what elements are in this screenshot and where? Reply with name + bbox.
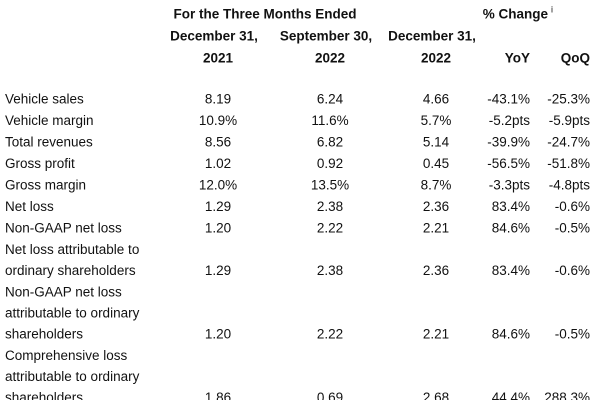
period-year: 2022	[315, 51, 345, 66]
cell: 2.22	[317, 327, 343, 342]
row-label: attributable to ordinary	[5, 369, 140, 384]
cell: 5.7%	[421, 113, 452, 128]
cell: 0.69	[317, 390, 343, 400]
change-column: YoY	[505, 51, 530, 66]
cell: 2.38	[317, 263, 343, 278]
cell: 2.22	[317, 221, 343, 236]
cell: -4.8pts	[549, 178, 591, 193]
cell: 13.5%	[311, 178, 349, 193]
cell: 10.9%	[199, 113, 237, 128]
row-label: Non-GAAP net loss	[5, 285, 122, 300]
cell: 8.7%	[421, 178, 452, 193]
cell: 0.92	[317, 156, 343, 171]
period-date: December 31,	[170, 29, 258, 44]
row-label: shareholders	[5, 327, 83, 342]
change-title: % Change	[483, 7, 549, 22]
cell: -24.7%	[547, 135, 590, 150]
cell: 2.21	[423, 327, 449, 342]
cell: 83.4%	[492, 263, 530, 278]
cell: -0.5%	[555, 327, 590, 342]
row-label: Gross profit	[5, 156, 75, 171]
row-label: Vehicle margin	[5, 113, 94, 128]
cell: 5.14	[423, 135, 450, 150]
row-label: Net loss	[5, 199, 54, 214]
cell: 83.4%	[492, 199, 530, 214]
cell: 1.29	[205, 199, 231, 214]
cell: -3.3pts	[489, 178, 531, 193]
cell: 1.86	[205, 390, 231, 400]
cell: -0.6%	[555, 199, 590, 214]
cell: 6.24	[317, 92, 344, 107]
row-label: Net loss attributable to	[5, 242, 139, 257]
cell: 4.66	[423, 92, 449, 107]
period-year: 2021	[203, 51, 234, 66]
cell: 44.4%	[492, 390, 530, 400]
row-label: Vehicle sales	[5, 92, 84, 107]
cell: 1.20	[205, 221, 231, 236]
cell: 12.0%	[199, 178, 237, 193]
row-label: Gross margin	[5, 178, 86, 193]
row-label: Total revenues	[5, 135, 93, 150]
cell: -0.5%	[555, 221, 590, 236]
cell: -0.6%	[555, 263, 590, 278]
cell: 288.3%	[544, 390, 590, 400]
cell: 0.45	[423, 156, 449, 171]
cell: 1.02	[205, 156, 231, 171]
cell: 84.6%	[492, 221, 530, 236]
row-label: attributable to ordinary	[5, 306, 140, 321]
cell: 2.36	[423, 263, 449, 278]
cell: 8.19	[205, 92, 231, 107]
cell: -43.1%	[487, 92, 530, 107]
cell: -5.2pts	[489, 113, 531, 128]
period-year: 2022	[421, 51, 451, 66]
period-date: December 31,	[388, 29, 476, 44]
cell: 1.20	[205, 327, 231, 342]
cell: 6.82	[317, 135, 343, 150]
row-label: Comprehensive loss	[5, 348, 128, 363]
cell: 11.6%	[311, 113, 348, 128]
cell: 2.38	[317, 199, 343, 214]
period-date: September 30,	[280, 29, 372, 44]
row-label: ordinary shareholders	[5, 263, 136, 278]
cell: 84.6%	[492, 327, 530, 342]
row-label: Non-GAAP net loss	[5, 221, 122, 236]
cell: 2.36	[423, 199, 449, 214]
header-title: For the Three Months Ended	[173, 7, 356, 22]
cell: 2.68	[423, 390, 449, 400]
cell: -5.9pts	[549, 113, 591, 128]
cell: 2.21	[423, 221, 449, 236]
row-label: shareholders	[5, 390, 83, 400]
change-note: i	[551, 4, 553, 14]
cell: -25.3%	[547, 92, 590, 107]
cell: -51.8%	[547, 156, 590, 171]
change-column: QoQ	[561, 51, 590, 66]
cell: -56.5%	[487, 156, 530, 171]
cell: 8.56	[205, 135, 231, 150]
cell: 1.29	[205, 263, 231, 278]
cell: -39.9%	[487, 135, 530, 150]
